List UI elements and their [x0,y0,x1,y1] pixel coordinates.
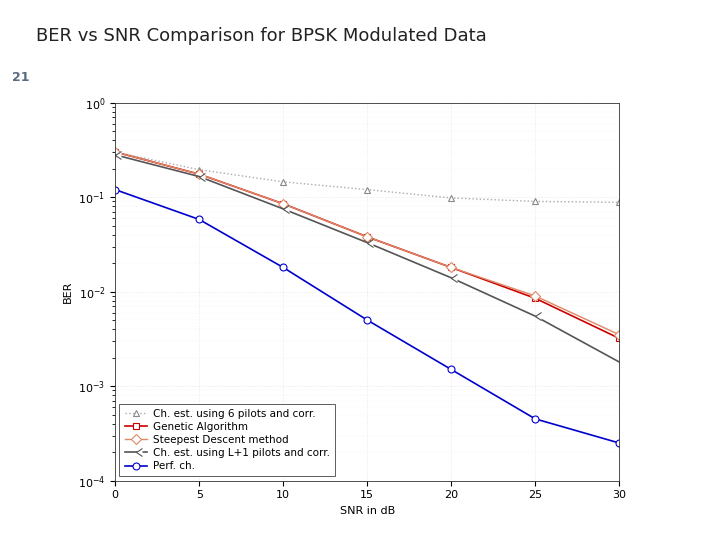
Steepest Descent method [111,149,120,156]
Line: Genetic Algorithm: Genetic Algorithm [112,148,623,342]
Ch. est. using L+1 pilots and corr. [363,239,372,246]
Genetic Algorithm [195,171,204,177]
Text: 21: 21 [12,71,30,84]
Text: BER vs SNR Comparison for BPSK Modulated Data: BER vs SNR Comparison for BPSK Modulated… [36,26,487,45]
Perf. ch. [363,317,372,323]
Perf. ch. [279,264,287,271]
Steepest Descent method [363,234,372,240]
Steepest Descent method [531,293,539,299]
Ch. est. using L+1 pilots and corr. [111,152,120,158]
Line: Perf. ch.: Perf. ch. [112,186,623,447]
Ch. est. using 6 pilots and corr. [279,179,287,185]
Line: Ch. est. using L+1 pilots and corr.: Ch. est. using L+1 pilots and corr. [111,151,624,366]
Ch. est. using 6 pilots and corr. [111,149,120,156]
Steepest Descent method [615,332,624,338]
Ch. est. using 6 pilots and corr. [615,199,624,206]
Perf. ch. [447,366,456,373]
Line: Steepest Descent method: Steepest Descent method [112,148,623,338]
Genetic Algorithm [615,335,624,342]
Ch. est. using 6 pilots and corr. [447,195,456,201]
Steepest Descent method [279,200,287,207]
Genetic Algorithm [279,200,287,207]
Ch. est. using L+1 pilots and corr. [279,206,287,212]
Ch. est. using 6 pilots and corr. [363,186,372,193]
Legend: Ch. est. using 6 pilots and corr., Genetic Algorithm, Steepest Descent method, C: Ch. est. using 6 pilots and corr., Genet… [120,403,335,476]
Ch. est. using 6 pilots and corr. [531,198,539,205]
Perf. ch. [111,186,120,193]
Genetic Algorithm [531,295,539,301]
Genetic Algorithm [363,234,372,240]
Ch. est. using 6 pilots and corr. [195,166,204,173]
Genetic Algorithm [447,264,456,271]
Perf. ch. [531,416,539,422]
Line: Ch. est. using 6 pilots and corr.: Ch. est. using 6 pilots and corr. [112,148,623,206]
X-axis label: SNR in dB: SNR in dB [340,506,395,516]
Steepest Descent method [195,171,204,177]
Perf. ch. [615,440,624,446]
Ch. est. using L+1 pilots and corr. [447,274,456,281]
Steepest Descent method [447,264,456,271]
Ch. est. using L+1 pilots and corr. [195,173,204,180]
Ch. est. using L+1 pilots and corr. [531,313,539,319]
Perf. ch. [195,216,204,222]
Ch. est. using L+1 pilots and corr. [615,359,624,365]
Genetic Algorithm [111,149,120,156]
Y-axis label: BER: BER [63,280,73,303]
